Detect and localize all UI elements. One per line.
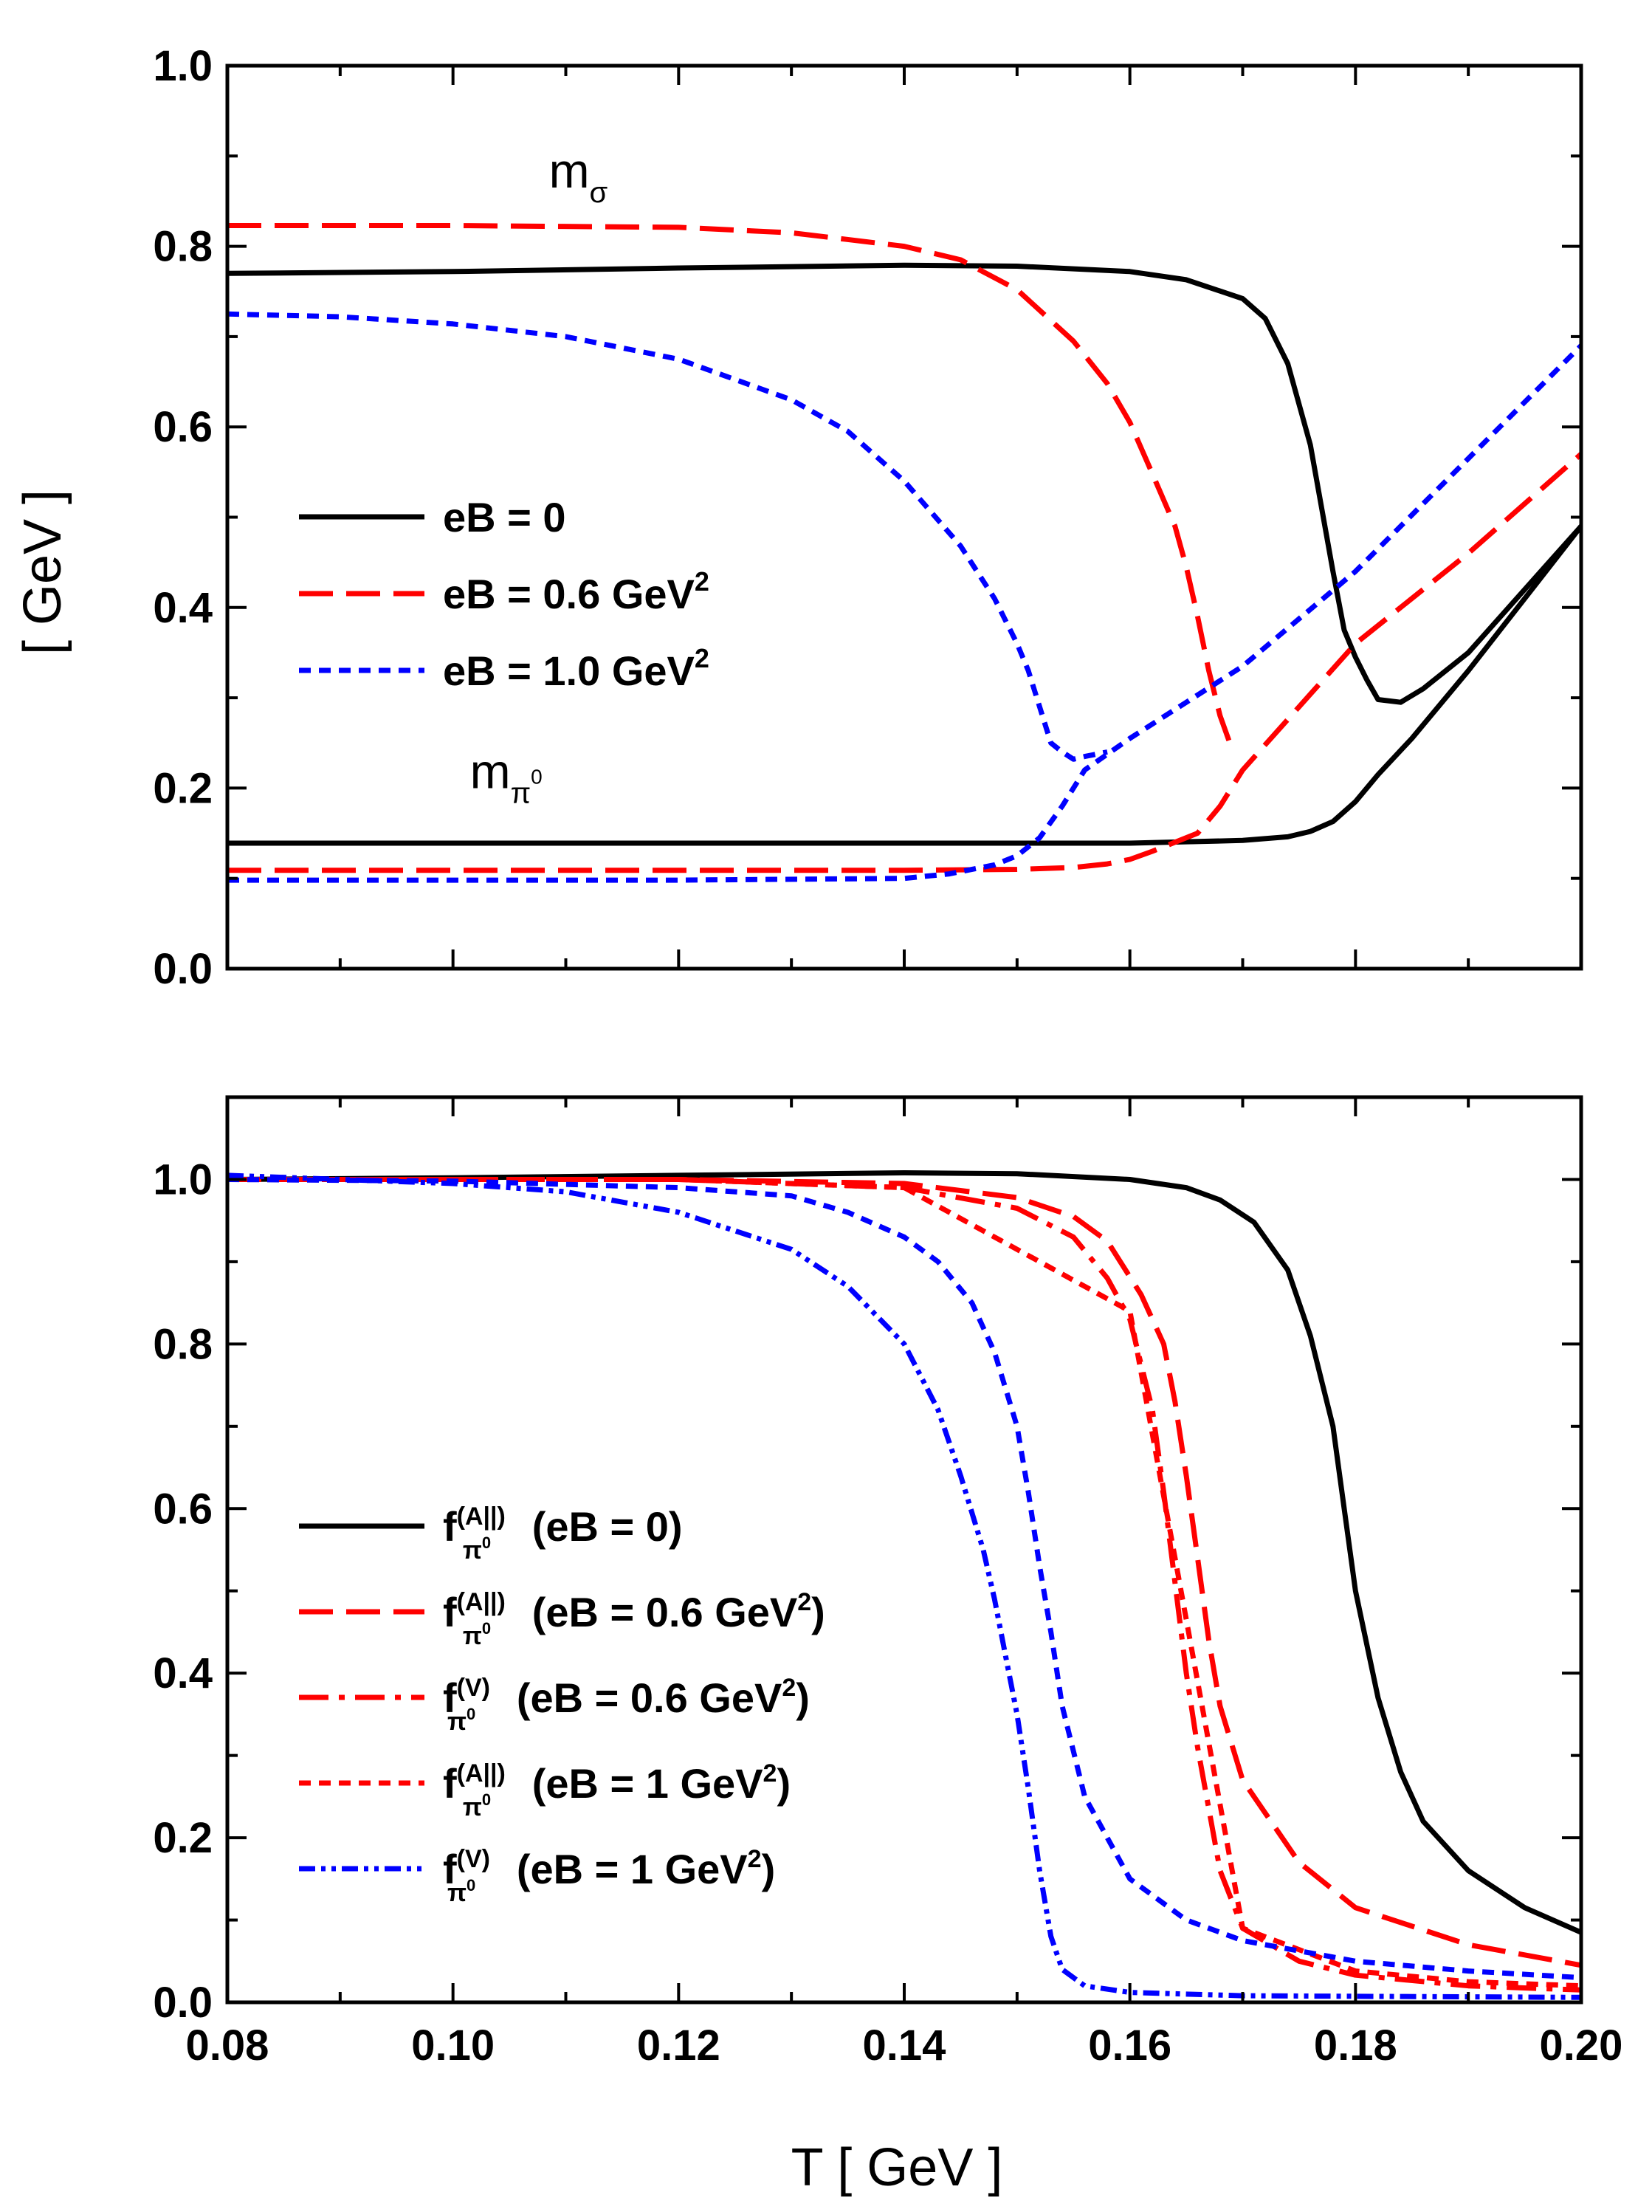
y-tick-label: 0.4 bbox=[153, 1649, 213, 1697]
x-tick-label: 0.14 bbox=[863, 2022, 946, 2070]
legend-label: f(A||) π0 (eB = 1 GeV2) bbox=[443, 1759, 791, 1821]
y-tick-label: 0.0 bbox=[153, 945, 213, 993]
legend-entry: f(V) π0 (eB = 0.6 GeV2) bbox=[299, 1674, 810, 1736]
series-line-bottom-3 bbox=[227, 1177, 1581, 1989]
legend-top: eB = 0 eB = 0.6 GeV2 eB = 1.0 GeV2 bbox=[299, 494, 709, 694]
series-line-top-4 bbox=[227, 311, 1108, 762]
y-tick-label: 1.0 bbox=[153, 1155, 213, 1203]
x-tick-label: 0.16 bbox=[1088, 2022, 1171, 2070]
top-panel-mass-chart: 0.0 0.2 0.4 0.6 0.8 1.0 mσ mπ0 eB = 0 eB = 0.6 Ge… bbox=[153, 42, 1583, 993]
x-tick-label: 0.10 bbox=[411, 2022, 495, 2070]
y-tick-label: 0.8 bbox=[153, 1320, 213, 1368]
y-tick-label: 0.6 bbox=[153, 1485, 213, 1533]
x-tick-label: 0.18 bbox=[1314, 2022, 1397, 2070]
x-tick-label: 0.20 bbox=[1540, 2022, 1623, 2070]
y-tick-label: 0.8 bbox=[153, 223, 213, 271]
series-line-bottom-1 bbox=[227, 1177, 1581, 1968]
y-tick-label: 1.0 bbox=[153, 42, 213, 90]
series-line-bottom-4 bbox=[227, 1177, 1581, 1981]
series-line-top-5 bbox=[227, 343, 1581, 883]
x-axis-title: T [ GeV ] bbox=[791, 2138, 1003, 2197]
y-tick-label: 0.2 bbox=[153, 1814, 213, 1862]
legend-label: eB = 0.6 GeV2 bbox=[443, 566, 709, 617]
legend-entry: f(A||) π0 (eB = 0.6 GeV2) bbox=[299, 1588, 825, 1650]
plot-frame-bottom bbox=[225, 1095, 1583, 2005]
legend-label: f(A||) π0 (eB = 0.6 GeV2) bbox=[443, 1588, 825, 1650]
legend-entry: f(A||) π0 (eB = 1 GeV2) bbox=[299, 1759, 791, 1821]
legend-label: eB = 0 bbox=[443, 494, 566, 540]
series-line-top-3 bbox=[227, 452, 1581, 873]
bottom-panel-decay-constant-chart: 0.08 0.10 0.12 0.14 0.16 0.18 0.20 0.0 0.2 0.4 0.6… bbox=[153, 1095, 1623, 2070]
m-sigma-label: mσ bbox=[549, 143, 608, 209]
y-axis-title: [ GeV ] bbox=[13, 490, 72, 655]
legend-entry: eB = 1.0 GeV2 bbox=[299, 643, 709, 694]
legend-label: f(V) π0 (eB = 0.6 GeV2) bbox=[443, 1674, 810, 1736]
m-pi0-label: mπ0 bbox=[470, 743, 543, 809]
legend-label: f(A||) π0 (eB = 0) bbox=[443, 1502, 683, 1564]
legend-entry: f(V) π0 (eB = 1 GeV2) bbox=[299, 1845, 775, 1907]
series-line-top-2 bbox=[227, 223, 1234, 749]
legend-entry: eB = 0 bbox=[299, 494, 566, 540]
series-line-top-1 bbox=[227, 524, 1581, 846]
series-line-bottom-0 bbox=[227, 1170, 1581, 1935]
y-tick-label: 0.4 bbox=[153, 584, 213, 632]
series-line-bottom-2 bbox=[227, 1177, 1581, 1993]
y-tick-label: 0.6 bbox=[153, 403, 213, 451]
legend-bottom: f(A||) π0 (eB = 0) f(A||) π0 (eB = 0.6 GeV2… bbox=[299, 1502, 825, 1907]
series-line-top-0 bbox=[227, 262, 1581, 705]
y-tick-label: 0.2 bbox=[153, 764, 213, 812]
x-tick-label: 0.12 bbox=[637, 2022, 720, 2070]
legend-entry: f(A||) π0 (eB = 0) bbox=[299, 1502, 683, 1564]
legend-label: f(V) π0 (eB = 1 GeV2) bbox=[443, 1845, 775, 1907]
plot-frame-top bbox=[225, 63, 1583, 971]
series-line-bottom-5 bbox=[227, 1172, 1581, 2000]
legend-entry: eB = 0.6 GeV2 bbox=[299, 566, 709, 617]
y-tick-label: 0.0 bbox=[153, 1979, 213, 2027]
x-tick-label: 0.08 bbox=[186, 2022, 269, 2070]
legend-label: eB = 1.0 GeV2 bbox=[443, 643, 709, 694]
